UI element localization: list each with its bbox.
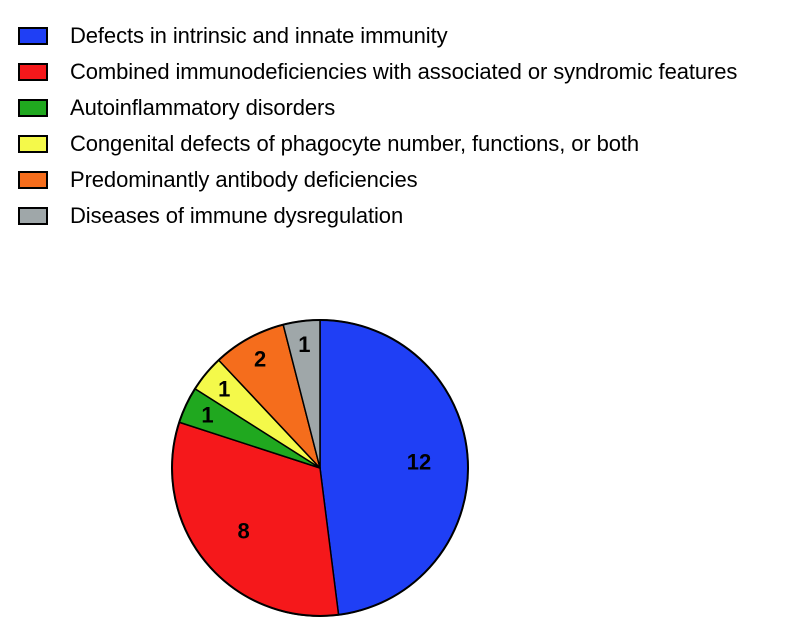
legend-label-antibody-deficiencies: Predominantly antibody deficiencies	[70, 167, 418, 192]
legend-label-autoinflammatory: Autoinflammatory disorders	[70, 95, 336, 120]
legend-label-innate-immunity: Defects in intrinsic and innate immunity	[70, 23, 448, 48]
data-label-predominantly-antibody-deficiencies: 2	[254, 347, 266, 372]
legend-label-phagocyte-defects: Congenital defects of phagocyte number, …	[70, 131, 640, 156]
legend-swatch-immune-dysregulation	[18, 207, 48, 225]
legend-label-immune-dysregulation: Diseases of immune dysregulation	[70, 203, 404, 228]
data-label-diseases-of-immune-dysregulation: 1	[298, 332, 310, 357]
legend-swatch-antibody-deficiencies	[18, 171, 48, 189]
legend-item-innate-immunity: Defects in intrinsic and innate immunity	[18, 18, 737, 54]
legend-item-phagocyte-defects: Congenital defects of phagocyte number, …	[18, 126, 737, 162]
data-label-defects-in-intrinsic-and-innate-immunity: 12	[407, 449, 431, 474]
legend-swatch-phagocyte-defects	[18, 135, 48, 153]
legend-swatch-innate-immunity	[18, 27, 48, 45]
legend-swatch-autoinflammatory	[18, 99, 48, 117]
data-label-autoinflammatory-disorders: 1	[201, 403, 213, 428]
data-label-congenital-defects-of-phagocyte-number-functions-or-both: 1	[218, 376, 230, 401]
legend-item-autoinflammatory: Autoinflammatory disorders	[18, 90, 737, 126]
legend-item-immune-dysregulation: Diseases of immune dysregulation	[18, 198, 737, 234]
pie-outline	[171, 319, 469, 617]
legend-swatch-combined-immunodeficiencies	[18, 63, 48, 81]
data-label-combined-immunodeficiencies-with-associated-or-syndromic-features: 8	[237, 519, 249, 544]
pie-slice-defects-in-intrinsic-and-innate-immunity	[319, 319, 469, 616]
legend-item-combined-immunodeficiencies: Combined immunodeficiencies with associa…	[18, 54, 737, 90]
chart-legend: Defects in intrinsic and innate immunity…	[18, 18, 737, 234]
legend-label-combined-immunodeficiencies: Combined immunodeficiencies with associa…	[70, 59, 738, 84]
legend-item-antibody-deficiencies: Predominantly antibody deficiencies	[18, 162, 737, 198]
